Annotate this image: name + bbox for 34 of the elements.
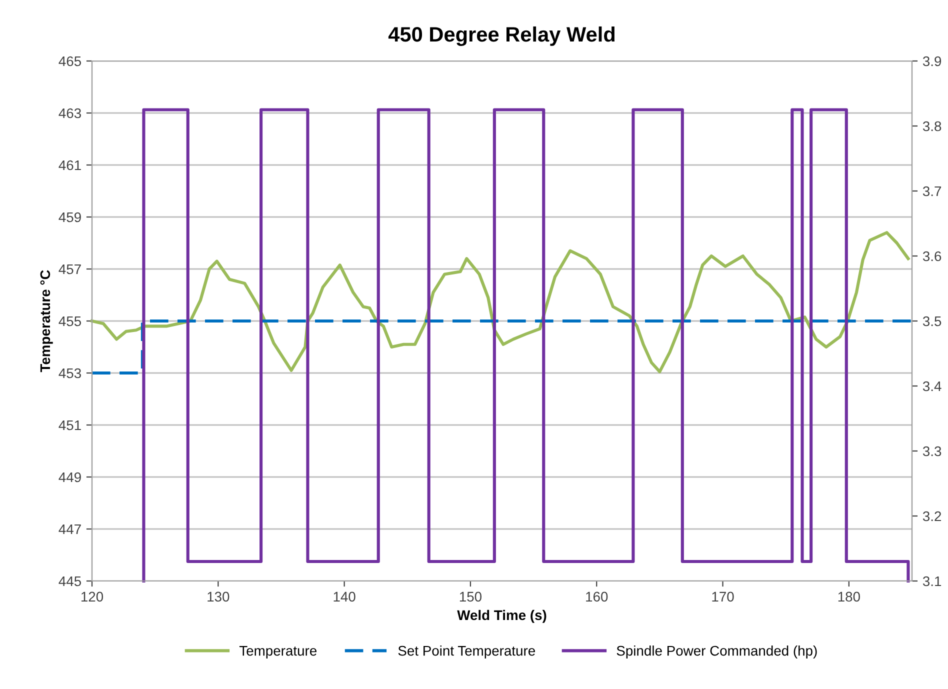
y-tick-label: 447 [58, 524, 81, 534]
y-tick-label: 451 [58, 420, 81, 430]
line-series [90, 231, 910, 374]
y-tick-label: 453 [58, 368, 81, 378]
x-tick-label: 160 [586, 592, 608, 602]
x-tick-label: 170 [712, 592, 734, 602]
x-tick-label: 180 [838, 592, 860, 602]
y2-tick-label: 3.6 [922, 251, 942, 262]
y2-tick-label: 3.2 [922, 511, 942, 522]
x-tick-label: 130 [208, 592, 230, 602]
y2-tick-label: 3.1 [922, 576, 942, 586]
y-tick-label: 461 [58, 160, 81, 170]
legend-label: Temperature [239, 646, 316, 658]
y-tick-label: 465 [58, 56, 82, 66]
y-tick-label: 459 [58, 212, 81, 222]
y2-tick-label: 3.5 [922, 316, 942, 326]
y-tick-label: 457 [58, 264, 81, 274]
y2-tick-label: 3.3 [922, 446, 942, 456]
y-tick-label: 445 [58, 576, 82, 586]
y2-tick-label: 3.9 [922, 56, 942, 66]
x-tick-label: 120 [81, 592, 104, 602]
legend-label: Spindle Power Commanded (hp) [616, 646, 817, 658]
y2-tick-label: 3.4 [922, 381, 942, 392]
y-tick-label: 449 [58, 472, 81, 482]
x-tick-label: 150 [460, 592, 482, 602]
y-tick-label: 463 [58, 108, 81, 118]
y2-tick-label: 3.7 [922, 186, 942, 196]
y-tick-label: 455 [58, 316, 82, 326]
y2-tick-label: 3.8 [922, 121, 942, 132]
x-axis-title: Weld Time (s) [457, 610, 546, 623]
chart-title: 450 Degree Relay Weld [388, 26, 615, 46]
legend-label: Set Point Temperature [398, 646, 535, 658]
x-tick-label: 140 [334, 592, 356, 602]
y-axis-title: Temperature °C [40, 270, 53, 372]
